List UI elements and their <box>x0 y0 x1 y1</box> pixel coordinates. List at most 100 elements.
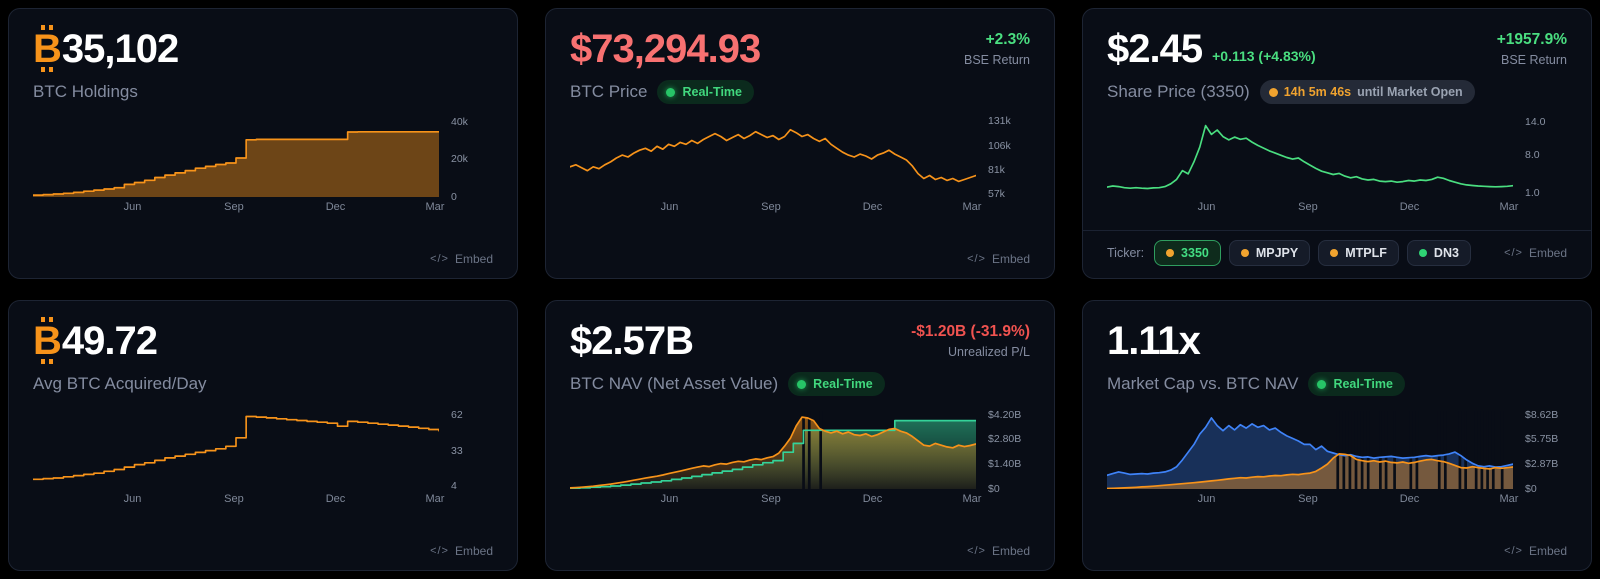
embed-button[interactable]: </> Embed <box>967 544 1030 558</box>
realtime-badge: Real-Time <box>657 80 754 104</box>
y-axis-label: $2.87B <box>1525 457 1559 470</box>
embed-button[interactable]: </> Embed <box>430 544 493 558</box>
embed-button[interactable]: </> Embed <box>1504 246 1567 260</box>
realtime-badge-label: Real-Time <box>682 85 742 99</box>
x-axis: Jun Sep Dec Mar <box>33 493 445 507</box>
realtime-badge: Real-Time <box>788 372 885 396</box>
x-axis-label: Mar <box>425 493 445 505</box>
code-icon: </> <box>430 253 449 265</box>
btc-price-value: $73,294.93 <box>570 27 761 71</box>
share-price-value-row: $2.45 +0.113 (+4.83%) <box>1107 29 1567 69</box>
x-axis-label: Jun <box>660 493 679 505</box>
mcap-ratio-label-row: Market Cap vs. BTC NAV Real-Time <box>1107 371 1567 397</box>
ticker-dot-icon <box>1240 249 1249 257</box>
embed-button[interactable]: </> Embed <box>967 252 1030 266</box>
btc-nav-value-row: $2.57B <box>570 321 1030 361</box>
ticker-button-mpjpy[interactable]: MPJPY <box>1228 240 1311 266</box>
card-footer: </> Embed <box>33 538 493 558</box>
card-title-mcap-vs-nav: Market Cap vs. BTC NAV <box>1107 374 1299 393</box>
x-axis: Jun Sep Dec Mar <box>33 201 445 215</box>
ticker-button-label: MTPLF <box>1345 246 1387 260</box>
y-axis-label: 62 <box>451 409 463 422</box>
btc-nav-value: $2.57B <box>570 319 694 363</box>
embed-button[interactable]: </> Embed <box>430 252 493 266</box>
embed-label: Embed <box>454 544 493 558</box>
mcap-ratio-value: 1.11x <box>1107 319 1201 363</box>
unrealized-pl-label: Unrealized P/L <box>948 345 1030 359</box>
x-axis-label: Mar <box>962 201 982 213</box>
ticker-row-label: Ticker: <box>1107 246 1145 260</box>
bitcoin-symbol-icon: B <box>33 25 62 72</box>
status-dot-icon <box>1317 379 1327 389</box>
y-axis-label: 106k <box>988 139 1011 152</box>
bse-return-block: +2.3% BSE Return <box>964 31 1030 67</box>
ticker-button-label: MPJPY <box>1255 246 1299 260</box>
ticker-footer: Ticker: 3350 MPJPY MTPLF DN3 </> Embed <box>1083 230 1591 266</box>
x-axis-label: Sep <box>761 493 781 505</box>
x-axis-label: Sep <box>761 201 781 213</box>
card-btc-nav: -$1.20B (-31.9%) Unrealized P/L $2.57B B… <box>545 300 1055 571</box>
card-title-share-price: Share Price (3350) <box>1107 82 1250 101</box>
countdown-time: 14h 5m 46s <box>1283 85 1352 99</box>
bse-return-delta: +1957.9% <box>1496 31 1567 48</box>
card-avg-btc-acquired: B49.72 Avg BTC Acquired/Day 62 33 4 Jun Sep… <box>8 300 518 571</box>
ticker-button-3350[interactable]: 3350 <box>1154 240 1221 266</box>
embed-button[interactable]: </> Embed <box>1504 544 1567 558</box>
embed-label: Embed <box>991 544 1030 558</box>
y-axis-label: 20k <box>451 153 468 166</box>
x-axis-label: Dec <box>325 493 346 505</box>
embed-label: Embed <box>991 252 1030 266</box>
ticker-row: Ticker: 3350 MPJPY MTPLF DN3 <box>1107 240 1471 266</box>
x-axis-label: Mar <box>425 201 445 213</box>
card-mcap-vs-nav: 1.11x Market Cap vs. BTC NAV Real-Time $… <box>1082 300 1592 571</box>
y-axis: $4.20B $2.80B $1.40B $0 <box>980 408 1030 495</box>
realtime-badge: Real-Time <box>1308 372 1405 396</box>
unrealized-pl-delta: -$1.20B (-31.9%) <box>911 323 1030 340</box>
code-icon: </> <box>1504 247 1523 259</box>
y-axis-label: $8.62B <box>1525 408 1559 421</box>
card-btc-price: +2.3% BSE Return $73,294.93 BTC Price Re… <box>545 8 1055 279</box>
mcap-ratio-value-row: 1.11x <box>1107 321 1567 361</box>
y-axis: 131k 106k 81k 57k <box>980 115 1030 199</box>
btc-price-chart-svg <box>570 128 976 183</box>
y-axis-label: $5.75B <box>1525 433 1559 446</box>
btc-holdings-label-row: BTC Holdings <box>33 79 493 105</box>
x-axis-label: Sep <box>224 201 244 213</box>
y-axis-label: 1.0 <box>1525 187 1540 200</box>
ticker-button-label: DN3 <box>1433 246 1459 260</box>
avg-btc-value: B49.72 <box>33 317 158 364</box>
bse-return-delta: +2.3% <box>985 31 1030 48</box>
share-price-chart-svg <box>1107 124 1513 190</box>
mcap-vs-nav-chart: $8.62B $5.75B $2.87B $0 Jun Sep Dec Mar <box>1107 408 1567 508</box>
card-title-btc-nav: BTC NAV (Net Asset Value) <box>570 374 779 393</box>
share-price-chart: 14.0 8.0 1.0 Jun Sep Dec Mar <box>1107 116 1567 216</box>
card-btc-holdings: B35,102 BTC Holdings 40k 20k 0 Jun Sep Dec Ma… <box>8 8 518 279</box>
x-axis-label: Dec <box>1399 493 1420 505</box>
y-axis: $8.62B $5.75B $2.87B $0 <box>1517 408 1567 495</box>
card-footer: </> Embed <box>1107 538 1567 558</box>
x-axis-label: Mar <box>962 493 982 505</box>
code-icon: </> <box>430 545 449 557</box>
ticker-dot-icon <box>1330 249 1339 257</box>
btc-price-label-row: BTC Price Real-Time <box>570 79 1030 105</box>
status-dot-icon <box>666 87 676 97</box>
code-icon: </> <box>1504 545 1523 557</box>
x-axis-label: Jun <box>1197 201 1216 213</box>
x-axis-label: Jun <box>660 201 679 213</box>
bse-return-label: BSE Return <box>963 53 1030 67</box>
x-axis-label: Mar <box>1499 201 1519 213</box>
x-axis-label: Sep <box>1298 201 1318 213</box>
card-footer: </> Embed <box>570 538 1030 558</box>
y-axis-label: $4.20B <box>988 408 1022 421</box>
mcap-vs-nav-chart-svg <box>1107 411 1513 489</box>
ticker-button-dn3[interactable]: DN3 <box>1406 240 1471 266</box>
btc-holdings-chart: 40k 20k 0 Jun Sep Dec Mar <box>33 116 493 216</box>
share-price-value: $2.45 <box>1107 27 1203 71</box>
x-axis: Jun Sep Dec Mar <box>1107 493 1519 507</box>
ticker-button-mtplf[interactable]: MTPLF <box>1318 240 1399 266</box>
embed-label: Embed <box>1528 246 1567 260</box>
y-axis-label: 8.0 <box>1525 148 1540 161</box>
btc-holdings-number: 35,102 <box>61 27 179 71</box>
y-axis-label: 57k <box>988 187 1005 200</box>
